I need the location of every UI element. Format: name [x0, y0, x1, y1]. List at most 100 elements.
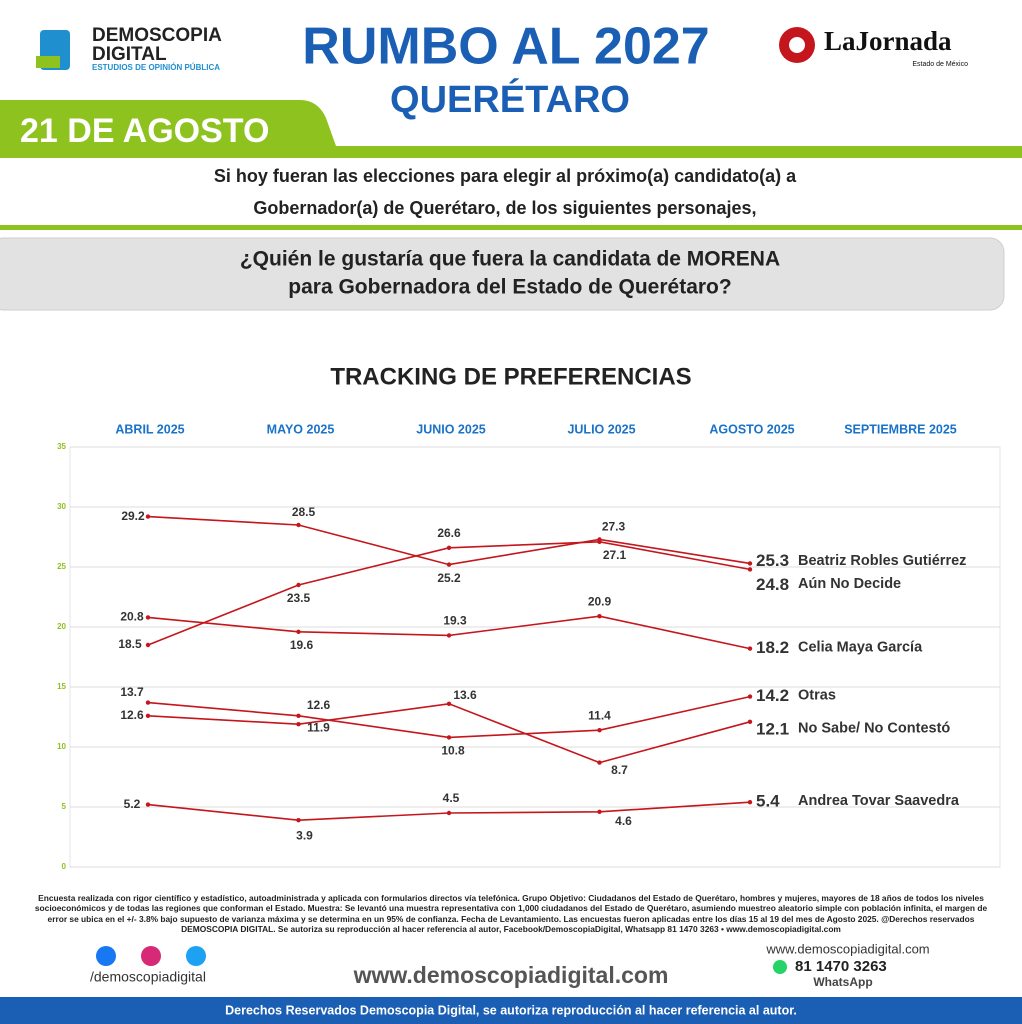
- x-tick-label: JULIO 2025: [567, 422, 635, 436]
- brand-sub: ESTUDIOS DE OPINIÓN PÚBLICA: [92, 63, 220, 72]
- logo-mark: [36, 56, 60, 68]
- point: [145, 642, 151, 648]
- data-label: 19.3: [443, 614, 467, 628]
- legend-label: Andrea Tovar Saavedra: [798, 793, 960, 809]
- whatsapp-icon: [773, 960, 787, 974]
- point: [597, 760, 602, 765]
- intro: Si hoy fueran las elecciones para elegir…: [214, 166, 797, 186]
- intro: Gobernador(a) de Querétaro, de los sigui…: [253, 198, 756, 218]
- point: [747, 567, 753, 572]
- point: [747, 719, 753, 724]
- question-box: [0, 237, 1005, 311]
- point: [446, 633, 452, 638]
- point: [296, 713, 301, 718]
- instagram-icon: [141, 946, 161, 966]
- point: [747, 694, 753, 699]
- data-label: 27.3: [602, 520, 626, 534]
- point: [145, 615, 151, 620]
- point: [597, 728, 602, 733]
- point: [747, 800, 753, 805]
- question: para Gobernadora del Estado de Querétaro…: [288, 276, 731, 299]
- legend-label: Aún No Decide: [798, 576, 901, 592]
- x-tick-label: JUNIO 2025: [416, 422, 486, 436]
- date: 21 DE AGOSTO: [20, 112, 269, 150]
- end-value: 24.8: [756, 575, 789, 594]
- facebook-icon: [96, 946, 116, 966]
- data-label: 4.5: [443, 791, 460, 805]
- question: ¿Quién le gustaría que fuera la candidat…: [240, 248, 780, 271]
- data-label: 27.1: [603, 548, 627, 562]
- legend-label: No Sabe/ No Contestó: [798, 721, 950, 737]
- point: [597, 809, 602, 814]
- y-tick-label: 30: [57, 502, 66, 511]
- end-value: 25.3: [756, 551, 789, 570]
- brand: DEMOSCOPIA: [92, 25, 222, 46]
- legend-label: Celia Maya García: [798, 639, 923, 655]
- point: [446, 735, 452, 740]
- data-label: 10.8: [441, 744, 465, 758]
- y-tick-label: 35: [57, 442, 66, 451]
- phone: 81 1470 3263: [795, 958, 887, 975]
- end-value: 5.4: [756, 792, 780, 811]
- data-label: 18.5: [118, 637, 142, 651]
- series-line: [147, 515, 751, 566]
- brand: DIGITAL: [92, 44, 167, 65]
- website-small: www.demoscopiadigital.com: [765, 941, 929, 956]
- social: /demoscopiadigital: [90, 969, 206, 985]
- data-label: 13.6: [453, 688, 477, 702]
- x-tick-label: SEPTIEMBRE 2025: [844, 422, 957, 436]
- data-label: 20.8: [120, 610, 144, 624]
- data-label: 11.9: [307, 720, 330, 734]
- point: [145, 514, 151, 519]
- x-tick-label: MAYO 2025: [267, 422, 335, 436]
- data-label: 5.2: [124, 797, 141, 811]
- legend-label: Beatriz Robles Gutiérrez: [798, 553, 966, 569]
- data-label: 20.9: [588, 594, 612, 608]
- point: [145, 713, 151, 718]
- y-tick-label: 15: [57, 682, 66, 691]
- data-label: 11.4: [588, 708, 611, 722]
- data-label: 4.6: [615, 814, 632, 828]
- end-value: 14.2: [756, 686, 789, 705]
- point: [747, 561, 753, 566]
- point: [446, 545, 452, 550]
- data-label: 28.5: [292, 505, 316, 519]
- y-tick-label: 0: [62, 862, 67, 871]
- y-tick-label: 5: [62, 802, 67, 811]
- y-tick-label: 10: [57, 742, 66, 751]
- point: [446, 810, 452, 816]
- x-tick-label: ABRIL 2025: [115, 422, 184, 436]
- divider: [0, 225, 1022, 230]
- whatsapp: WhatsApp: [813, 975, 872, 989]
- legend-label: Otras: [798, 687, 836, 703]
- partner-logo: [789, 37, 805, 53]
- data-label: 26.6: [437, 526, 461, 540]
- data-label: 19.6: [290, 638, 314, 652]
- point: [296, 629, 301, 634]
- point: [446, 701, 452, 706]
- rights-bar: [0, 997, 1022, 1024]
- point: [296, 722, 301, 727]
- data-label: 12.6: [120, 708, 144, 722]
- point: [296, 582, 301, 588]
- y-tick-label: 20: [57, 622, 66, 631]
- point: [597, 539, 602, 544]
- x-tick-label: AGOSTO 2025: [709, 422, 794, 436]
- point: [747, 646, 753, 651]
- chart-title: TRACKING DE PREFERENCIAS: [330, 363, 691, 390]
- point: [446, 562, 452, 567]
- title: RUMBO AL 2027: [302, 18, 709, 76]
- point: [145, 802, 151, 807]
- end-value: 12.1: [756, 719, 789, 738]
- y-tick-label: 25: [57, 562, 66, 571]
- partner-sub: Estado de México: [912, 61, 968, 68]
- twitter-icon: [186, 946, 206, 966]
- rights: Derechos Reservados Demoscopia Digital, …: [225, 1003, 797, 1017]
- date-band: [0, 100, 1022, 158]
- point: [597, 614, 602, 619]
- point: [145, 700, 151, 705]
- subtitle: QUERÉTARO: [390, 77, 630, 121]
- data-label: 23.5: [287, 591, 311, 605]
